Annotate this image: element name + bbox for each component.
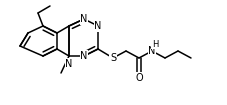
Text: N: N bbox=[80, 51, 88, 61]
Text: N: N bbox=[80, 14, 88, 24]
Text: O: O bbox=[135, 73, 143, 83]
Text: H: H bbox=[152, 39, 158, 49]
Text: S: S bbox=[110, 53, 116, 63]
Text: N: N bbox=[65, 59, 73, 69]
Text: N: N bbox=[148, 46, 156, 56]
Text: N: N bbox=[94, 21, 102, 31]
